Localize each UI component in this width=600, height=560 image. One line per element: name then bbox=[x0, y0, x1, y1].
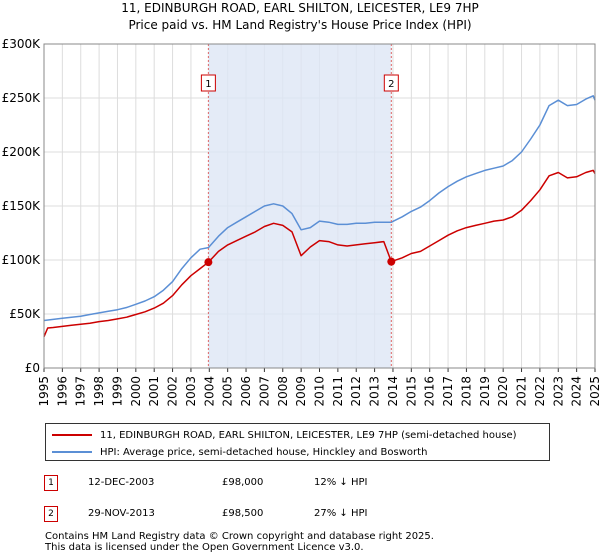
x-tick-label: 2023 bbox=[551, 376, 565, 407]
x-tick-label: 2024 bbox=[570, 376, 584, 407]
y-tick-label: £150K bbox=[2, 199, 42, 213]
x-tick-label: 1999 bbox=[110, 376, 124, 407]
sale-price: £98,500 bbox=[222, 508, 264, 519]
y-tick-label: £100K bbox=[2, 253, 42, 267]
footer-attribution: Contains HM Land Registry data © Crown c… bbox=[45, 531, 434, 553]
x-tick-label: 2017 bbox=[441, 376, 455, 407]
legend-swatch-property bbox=[52, 434, 92, 436]
x-tick-label: 2013 bbox=[368, 376, 382, 407]
y-tick-label: £0 bbox=[25, 361, 40, 375]
sale-period-shade bbox=[208, 44, 392, 368]
sale-marker-label: 2 bbox=[388, 79, 394, 90]
x-tick-label: 2018 bbox=[459, 376, 473, 407]
sale-number-badge: 1 bbox=[44, 475, 58, 491]
y-tick-label: £200K bbox=[2, 145, 42, 159]
y-tick-label: £50K bbox=[9, 307, 41, 321]
x-tick-label: 2003 bbox=[184, 376, 198, 407]
x-tick-label: 2015 bbox=[404, 376, 418, 407]
sale-marker-box bbox=[383, 74, 399, 92]
x-tick-label: 2004 bbox=[202, 376, 216, 407]
x-tick-label: 2005 bbox=[221, 376, 235, 407]
x-tick-label: 1996 bbox=[55, 376, 69, 407]
legend-item-hpi: HPI: Average price, semi-detached house,… bbox=[52, 444, 427, 460]
axes: £0 £50K £100K £150K £200K £250K £300K 1995 1996 1… bbox=[2, 37, 600, 407]
footer-licence: This data is licensed under the Open Gov… bbox=[45, 542, 364, 553]
shaded-period bbox=[208, 44, 392, 368]
sale-hpi-diff: 12% ↓ HPI bbox=[314, 477, 368, 488]
sale-point bbox=[204, 258, 213, 267]
sale-number-badge: 2 bbox=[44, 506, 58, 522]
legend-label-hpi: HPI: Average price, semi-detached house,… bbox=[100, 446, 428, 458]
sale-row-2: 2 29-NOV-2013 £98,500 27% ↓ HPI bbox=[0, 506, 600, 526]
legend: 11, EDINBURGH ROAD, EARL SHILTON, LEICES… bbox=[45, 423, 550, 461]
x-tick-label: 2020 bbox=[496, 376, 510, 407]
x-tick-label: 2009 bbox=[294, 376, 308, 407]
x-tick-label: 2021 bbox=[515, 376, 529, 407]
x-tick-label: 2000 bbox=[129, 376, 143, 407]
chart-title-address: 11, EDINBURGH ROAD, EARL SHILTON, LEICES… bbox=[121, 1, 479, 15]
x-tick-label: 1995 bbox=[37, 376, 51, 407]
y-tick-label: £300K bbox=[2, 37, 42, 51]
legend-label-property: 11, EDINBURGH ROAD, EARL SHILTON, LEICES… bbox=[100, 429, 517, 441]
legend-item-property: 11, EDINBURGH ROAD, EARL SHILTON, LEICES… bbox=[52, 427, 517, 443]
x-tick-label: 2008 bbox=[276, 376, 290, 407]
x-tick-label: 2010 bbox=[313, 376, 327, 407]
sale-point bbox=[387, 257, 396, 266]
sale-marker-box bbox=[200, 74, 216, 92]
sale-marker-label: 1 bbox=[205, 79, 211, 90]
sale-row-1: 1 12-DEC-2003 £98,000 12% ↓ HPI bbox=[0, 475, 600, 495]
x-tick-label: 2014 bbox=[386, 376, 400, 407]
x-tick-label: 2022 bbox=[533, 376, 547, 407]
plot-frame bbox=[43, 43, 596, 369]
x-tick-label: 2002 bbox=[166, 376, 180, 407]
x-tick-label: 1997 bbox=[74, 376, 88, 407]
x-tick-label: 2012 bbox=[349, 376, 363, 407]
x-tick-label: 2006 bbox=[239, 376, 253, 407]
x-tick-label: 2001 bbox=[147, 376, 161, 407]
x-tick-label: 2025 bbox=[588, 376, 600, 407]
x-tick-label: 2011 bbox=[331, 376, 345, 407]
sale-date: 29-NOV-2013 bbox=[88, 508, 155, 519]
sale-date: 12-DEC-2003 bbox=[88, 477, 155, 488]
hpi-line bbox=[43, 95, 596, 322]
x-tick-label: 1998 bbox=[92, 376, 106, 407]
chart-title: Price paid vs. HM Land Registry's House … bbox=[128, 18, 472, 32]
series-lines bbox=[43, 95, 596, 337]
sale-hpi-diff: 27% ↓ HPI bbox=[314, 508, 368, 519]
x-tick-label: 2007 bbox=[257, 376, 271, 407]
x-tick-label: 2019 bbox=[478, 376, 492, 407]
x-tick-label: 2016 bbox=[423, 376, 437, 407]
legend-swatch-hpi bbox=[52, 451, 92, 453]
footer-copyright: Contains HM Land Registry data © Crown c… bbox=[45, 531, 434, 542]
y-tick-label: £250K bbox=[2, 91, 42, 105]
sale-price: £98,000 bbox=[222, 477, 264, 488]
property-line bbox=[43, 169, 596, 337]
